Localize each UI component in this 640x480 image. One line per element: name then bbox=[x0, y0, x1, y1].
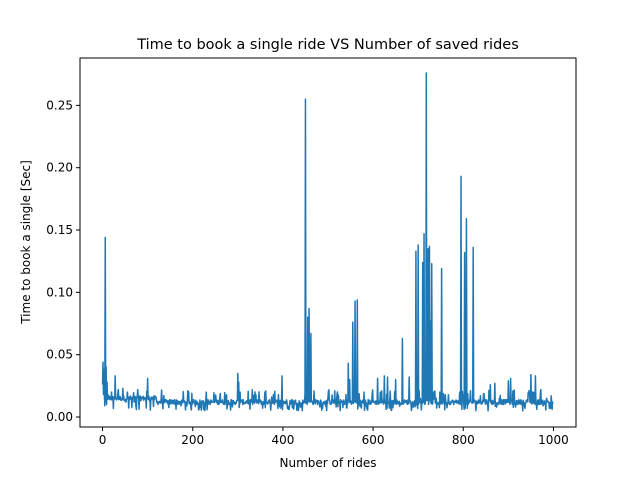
x-tick-label: 800 bbox=[452, 433, 475, 447]
y-tick-label: 0.00 bbox=[46, 410, 73, 424]
x-tick-label: 0 bbox=[99, 433, 107, 447]
x-tick-label: 400 bbox=[271, 433, 294, 447]
axis-ticks: 0 200 400 600 800 1000 0.00 0.05 0.10 0.15 0.20 0.2… bbox=[46, 98, 568, 447]
x-tick-label: 200 bbox=[181, 433, 204, 447]
x-tick-label: 600 bbox=[362, 433, 385, 447]
chart-title: Time to book a single ride VS Number of … bbox=[136, 37, 519, 53]
y-tick-label: 0.05 bbox=[46, 348, 73, 362]
plot-area bbox=[101, 72, 554, 412]
series-line bbox=[101, 72, 554, 412]
y-tick-label: 0.25 bbox=[46, 98, 73, 112]
y-tick-label: 0.10 bbox=[46, 285, 73, 299]
x-axis-label: Number of rides bbox=[280, 456, 377, 470]
plot-frame bbox=[79, 57, 577, 428]
x-tick-label: 1000 bbox=[538, 433, 569, 447]
y-tick-label: 0.15 bbox=[46, 223, 73, 237]
y-tick-label: 0.20 bbox=[46, 161, 73, 175]
y-axis-label: Time to book a single [Sec] bbox=[19, 160, 33, 325]
